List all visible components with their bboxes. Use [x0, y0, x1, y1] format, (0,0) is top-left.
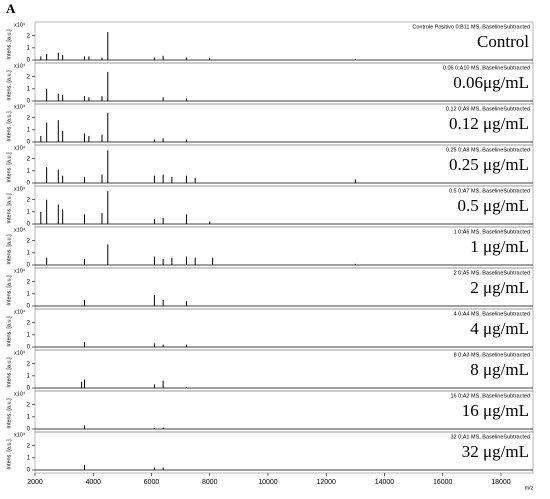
y-axis-label: Intens. [a.u.]	[6, 193, 12, 224]
x-tick-label: 14000	[375, 479, 395, 486]
x-tick-label: 8000	[202, 479, 218, 486]
sample-label: Control	[477, 32, 529, 51]
panel-header: 0.25 0:A8 MS, BaselineSubtracted	[446, 147, 530, 153]
x-tick-label: 10000	[258, 479, 278, 486]
y-tick-label: 0	[27, 304, 31, 310]
y-unit: x10⁴	[14, 62, 26, 69]
y-tick-label: 2	[27, 443, 31, 449]
y-tick-label: 1	[27, 373, 31, 379]
y-tick-label: 0	[27, 345, 31, 351]
panel-header: 0.06 0:A10 MS, BaselineSubtracted	[443, 65, 530, 71]
x-tick-label: 12000	[316, 479, 336, 486]
x-tick-label: 6000	[144, 479, 160, 486]
y-tick-label: 0	[27, 263, 31, 269]
sample-label: 8 μg/mL	[470, 360, 529, 379]
y-tick-label: 0	[27, 181, 31, 187]
panel-header: 0.12 0:A9 MS, BaselineSubtracted	[446, 106, 530, 112]
y-tick-label: 1	[27, 45, 31, 51]
y-axis-label: Intens. [a.u.]	[6, 70, 12, 101]
y-unit: x10⁴	[14, 103, 26, 110]
y-tick-label: 0	[27, 386, 31, 392]
y-axis-label: Intens. [a.u.]	[6, 357, 12, 388]
y-unit: x10⁴	[14, 349, 26, 356]
y-tick-label: 2	[27, 320, 31, 326]
y-axis-label: Intens. [a.u.]	[6, 111, 12, 142]
y-tick-label: 2	[27, 279, 31, 285]
y-tick-label: 2	[27, 238, 31, 244]
sample-label: 2 μg/mL	[470, 278, 529, 297]
y-tick-label: 1	[27, 168, 31, 174]
y-unit: x10⁴	[14, 144, 26, 151]
sample-label: 1 μg/mL	[470, 237, 529, 256]
y-tick-label: 1	[27, 209, 31, 215]
panel-header: 2 0:A5 MS, BaselineSubtracted	[454, 270, 530, 276]
panel-header: 32 0:A1 MS, BaselineSubtracted	[451, 434, 531, 440]
y-unit: x10⁴	[14, 185, 26, 192]
y-tick-label: 1	[27, 250, 31, 256]
y-tick-label: 2	[27, 33, 31, 39]
y-tick-label: 0	[27, 468, 31, 474]
x-tick-label: 18000	[491, 479, 511, 486]
y-tick-label: 0	[27, 58, 31, 64]
y-tick-label: 2	[27, 156, 31, 162]
y-axis-label: Intens. [a.u.]	[6, 234, 12, 265]
panel-frame	[34, 431, 534, 474]
y-tick-label: 1	[27, 332, 31, 338]
y-tick-label: 1	[27, 291, 31, 297]
y-tick-label: 2	[27, 115, 31, 121]
y-axis-label: Intens. [a.u.]	[6, 439, 12, 470]
y-unit: x10⁴	[14, 308, 26, 315]
y-axis-label: Intens. [a.u.]	[6, 29, 12, 60]
sample-label: 4 μg/mL	[470, 319, 529, 338]
y-unit: x10⁴	[14, 390, 26, 397]
y-tick-label: 2	[27, 361, 31, 367]
y-tick-label: 1	[27, 127, 31, 133]
y-tick-label: 1	[27, 455, 31, 461]
y-tick-label: 0	[27, 140, 31, 146]
y-tick-label: 0	[27, 222, 31, 228]
y-axis-label: Intens. [a.u.]	[6, 398, 12, 429]
y-tick-label: 1	[27, 86, 31, 92]
y-axis-label: Intens. [a.u.]	[6, 275, 12, 306]
panel-label: A	[6, 1, 16, 16]
x-tick-label: 4000	[85, 479, 101, 486]
x-tick-label: 16000	[433, 479, 453, 486]
panel-header: 0.5 0:A7 MS, BaselineSubtracted	[449, 188, 530, 194]
y-unit: x10⁴	[14, 431, 26, 438]
sample-label: 0.06μg/mL	[453, 73, 529, 92]
y-tick-label: 0	[27, 99, 31, 105]
y-unit: x10⁴	[14, 226, 26, 233]
panel-header: 1 0:A6 MS, BaselineSubtracted	[454, 229, 530, 235]
y-unit: x10⁴	[14, 267, 26, 274]
x-tick-label: 2000	[27, 479, 43, 486]
sample-label: 32 μg/mL	[462, 442, 529, 461]
y-tick-label: 2	[27, 74, 31, 80]
panel-header: 4 0:A4 MS, BaselineSubtracted	[454, 311, 530, 317]
sample-label: 0.5 μg/mL	[458, 196, 529, 215]
y-tick-label: 2	[27, 197, 31, 203]
y-axis-label: Intens. [a.u.]	[6, 152, 12, 183]
sample-label: 0.12 μg/mL	[449, 114, 529, 133]
sample-label: 16 μg/mL	[462, 401, 529, 420]
x-axis-label: m/z	[525, 485, 534, 491]
panel-header: Controle Positivo 0:B11 MS, BaselineSubt…	[412, 24, 530, 30]
panel-header: 8 0:A3 MS, BaselineSubtracted	[454, 352, 530, 358]
y-axis-label: Intens. [a.u.]	[6, 316, 12, 347]
panel-header: 16 0:A2 MS, BaselineSubtracted	[451, 393, 531, 399]
y-tick-label: 1	[27, 414, 31, 420]
y-unit: x10⁴	[14, 21, 26, 28]
y-tick-label: 2	[27, 402, 31, 408]
y-tick-label: 0	[27, 427, 31, 433]
sample-label: 0.25 μg/mL	[449, 155, 529, 174]
